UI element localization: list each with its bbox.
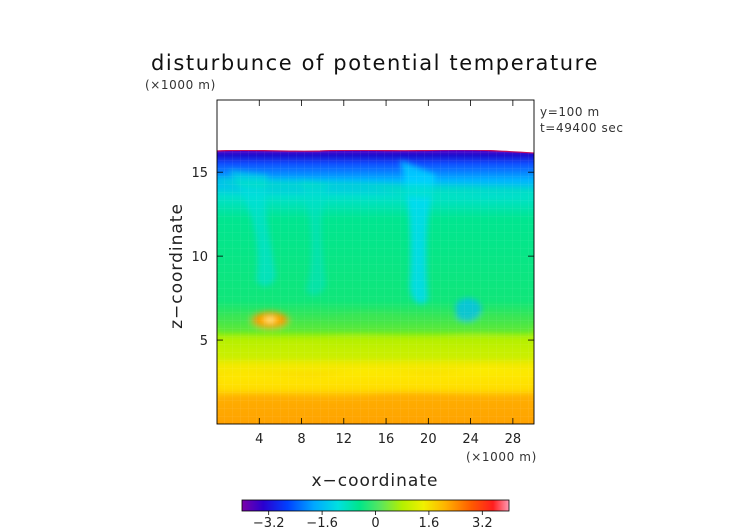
chart-title: disturbunce of potential temperature xyxy=(151,51,599,75)
field-top-edge xyxy=(217,150,534,154)
x-tick-label: 28 xyxy=(505,432,522,447)
colorbar xyxy=(241,499,510,512)
annotation-time: t=49400 sec xyxy=(540,121,624,135)
colorbar-tick-label: −1.6 xyxy=(306,516,338,531)
colorbar-tick-label: −3.2 xyxy=(253,516,285,531)
x-tick-label: 24 xyxy=(462,432,479,447)
annotation-y: y=100 m xyxy=(540,105,600,119)
x-tick-label: 4 xyxy=(255,432,263,447)
colorbar-ticks: −3.2 −1.6 0 1.6 3.2 xyxy=(253,511,493,531)
y-axis-label: z−coordinate xyxy=(167,203,187,329)
colorbar-tick-label: 0 xyxy=(371,516,379,531)
x-tick-label: 16 xyxy=(378,432,395,447)
x-unit-label: (×1000 m) xyxy=(466,450,537,464)
y-axis-ticks: 5 10 15 xyxy=(191,166,534,349)
colorbar-tick-label: 1.6 xyxy=(419,516,440,531)
y-tick-label: 5 xyxy=(200,334,208,349)
plot-frame xyxy=(216,99,535,425)
colorbar-tick-label: 3.2 xyxy=(472,516,493,531)
field-top-blank xyxy=(217,150,534,153)
heatmap-field xyxy=(217,150,534,424)
y-tick-label: 15 xyxy=(191,166,208,181)
x-tick-label: 12 xyxy=(336,432,353,447)
x-axis-label: x−coordinate xyxy=(312,471,439,491)
x-tick-label: 8 xyxy=(297,432,305,447)
x-tick-label: 20 xyxy=(420,432,437,447)
field-grid-texture xyxy=(217,150,534,424)
y-unit-label: (×1000 m) xyxy=(145,78,216,92)
y-tick-label: 10 xyxy=(191,250,208,265)
x-axis-ticks: 4 8 12 16 20 24 28 xyxy=(255,100,521,447)
